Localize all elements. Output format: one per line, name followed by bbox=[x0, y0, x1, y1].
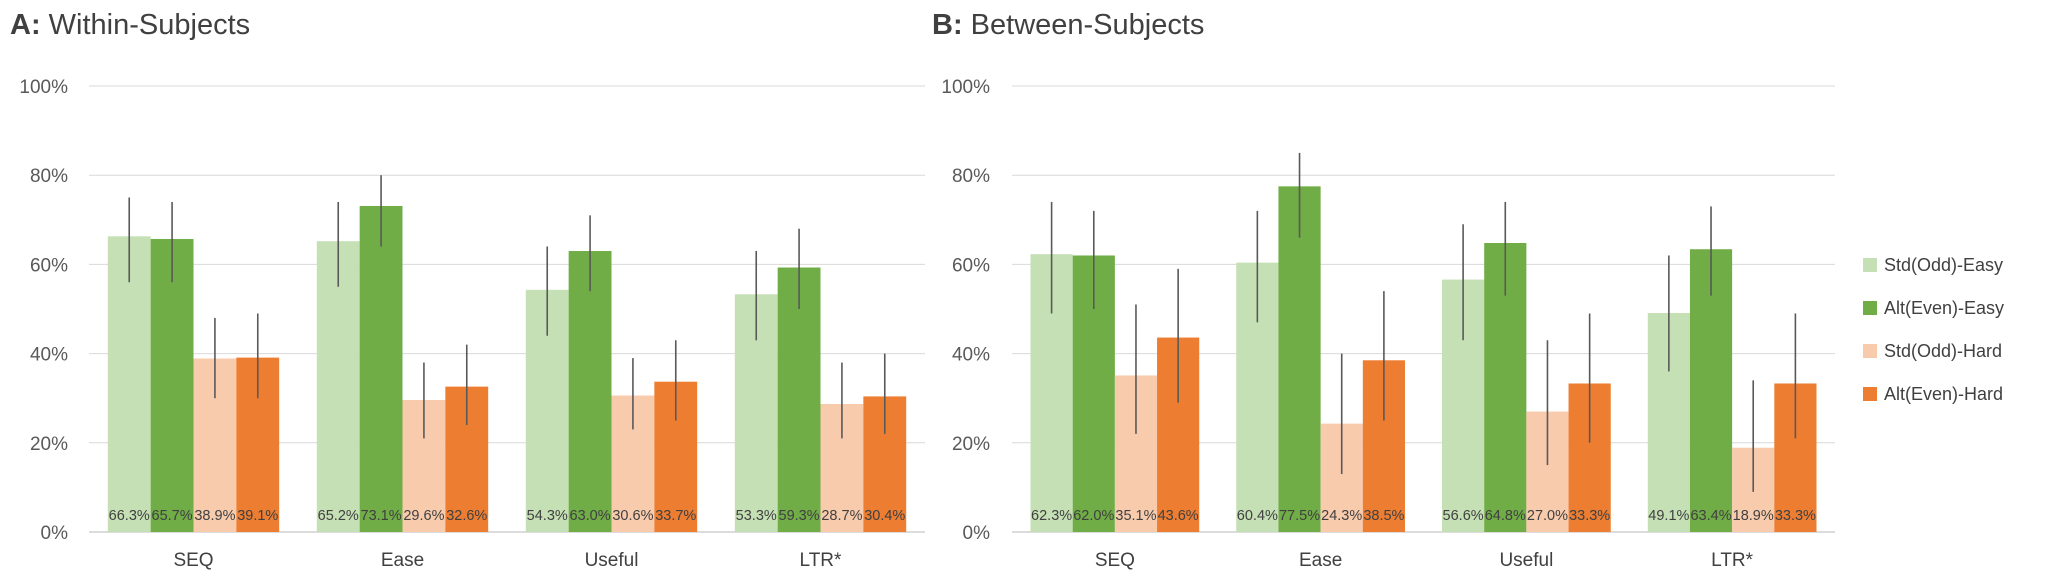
legend-swatch bbox=[1863, 258, 1877, 272]
legend-label: Std(Odd)-Hard bbox=[1884, 341, 2002, 361]
y-tick-label: 100% bbox=[19, 77, 68, 98]
x-category-label: Useful bbox=[1499, 550, 1553, 571]
y-tick-label: 60% bbox=[30, 255, 68, 276]
y-tick-label: 40% bbox=[30, 345, 68, 366]
data-label: 56.6% bbox=[1443, 508, 1484, 524]
legend-label: Std(Odd)-Easy bbox=[1884, 255, 2003, 275]
data-label: 53.3% bbox=[736, 508, 777, 524]
data-label: 33.7% bbox=[655, 508, 696, 524]
data-label: 38.5% bbox=[1363, 508, 1404, 524]
data-label: 33.3% bbox=[1569, 508, 1610, 524]
bar-std-odd-easy bbox=[107, 236, 151, 532]
chart-title-prefix: B: bbox=[932, 9, 963, 41]
data-label: 43.6% bbox=[1158, 508, 1199, 524]
data-label: 35.1% bbox=[1115, 508, 1156, 524]
data-label: 32.6% bbox=[446, 508, 487, 524]
x-category-label: Ease bbox=[1299, 550, 1342, 571]
data-label: 29.6% bbox=[403, 508, 444, 524]
x-category-label: Useful bbox=[585, 550, 639, 571]
data-label: 62.0% bbox=[1073, 508, 1114, 524]
data-label: 49.1% bbox=[1648, 508, 1689, 524]
data-label: 18.9% bbox=[1733, 508, 1774, 524]
chart-title-prefix: A: bbox=[10, 9, 41, 41]
x-category-label: SEQ bbox=[1095, 550, 1135, 571]
y-tick-label: 20% bbox=[952, 434, 990, 455]
data-label: 63.4% bbox=[1690, 508, 1731, 524]
legend-label: Alt(Even)-Easy bbox=[1884, 298, 2004, 318]
data-label: 73.1% bbox=[361, 508, 402, 524]
data-label: 24.3% bbox=[1321, 508, 1362, 524]
chart-title: A: Within-Subjects bbox=[10, 9, 250, 41]
data-label: 30.6% bbox=[612, 508, 653, 524]
x-category-label: Ease bbox=[381, 550, 424, 571]
legend-swatch bbox=[1863, 387, 1877, 401]
y-tick-label: 60% bbox=[952, 255, 990, 276]
data-label: 77.5% bbox=[1279, 508, 1320, 524]
data-label: 38.9% bbox=[194, 508, 235, 524]
y-tick-label: 40% bbox=[952, 345, 990, 366]
y-tick-label: 0% bbox=[963, 523, 991, 544]
legend-swatch bbox=[1863, 344, 1877, 358]
x-category-label: LTR* bbox=[1711, 550, 1753, 571]
y-tick-label: 100% bbox=[941, 77, 990, 98]
bar-alt-even-easy bbox=[1278, 186, 1321, 532]
y-tick-label: 0% bbox=[41, 523, 69, 544]
data-label: 64.8% bbox=[1485, 508, 1526, 524]
bar-alt-even-easy bbox=[1689, 249, 1733, 532]
chart-title-text: Within-Subjects bbox=[41, 9, 251, 41]
data-label: 60.4% bbox=[1237, 508, 1278, 524]
legend-label: Alt(Even)-Hard bbox=[1884, 384, 2003, 404]
data-label: 30.4% bbox=[864, 508, 905, 524]
y-tick-label: 20% bbox=[30, 434, 68, 455]
bar-std-odd-easy bbox=[316, 241, 360, 532]
chart-title-text: Between-Subjects bbox=[963, 9, 1205, 41]
bar-alt-even-easy bbox=[777, 267, 821, 532]
data-label: 65.7% bbox=[152, 508, 193, 524]
data-label: 27.0% bbox=[1527, 508, 1568, 524]
data-label: 63.0% bbox=[570, 508, 611, 524]
bar-alt-even-easy bbox=[568, 251, 612, 532]
data-label: 62.3% bbox=[1031, 508, 1072, 524]
legend: Std(Odd)-Easy Alt(Even)-Easy Std(Odd)-Hard… bbox=[1863, 255, 2004, 404]
data-label: 33.3% bbox=[1775, 508, 1816, 524]
data-label: 65.2% bbox=[318, 508, 359, 524]
data-label: 54.3% bbox=[527, 508, 568, 524]
data-label: 28.7% bbox=[821, 508, 862, 524]
data-label: 59.3% bbox=[779, 508, 820, 524]
x-category-label: SEQ bbox=[173, 550, 213, 571]
bar-alt-even-easy bbox=[359, 205, 403, 532]
bar-alt-even-easy bbox=[150, 238, 194, 532]
chart-panel-1: B: Between-Subjects 0% 20% 40% 60% 80% 100% 62.… bbox=[932, 9, 1835, 571]
data-label: 66.3% bbox=[109, 508, 150, 524]
legend-swatch bbox=[1863, 301, 1877, 315]
chart-panel-0: A: Within-Subjects 0% 20% 40% 60% 80% 100% 66.3… bbox=[10, 9, 925, 571]
chart-title: B: Between-Subjects bbox=[932, 9, 1204, 41]
x-category-label: LTR* bbox=[800, 550, 842, 571]
data-label: 39.1% bbox=[237, 508, 278, 524]
y-tick-label: 80% bbox=[952, 166, 990, 187]
y-tick-label: 80% bbox=[30, 166, 68, 187]
